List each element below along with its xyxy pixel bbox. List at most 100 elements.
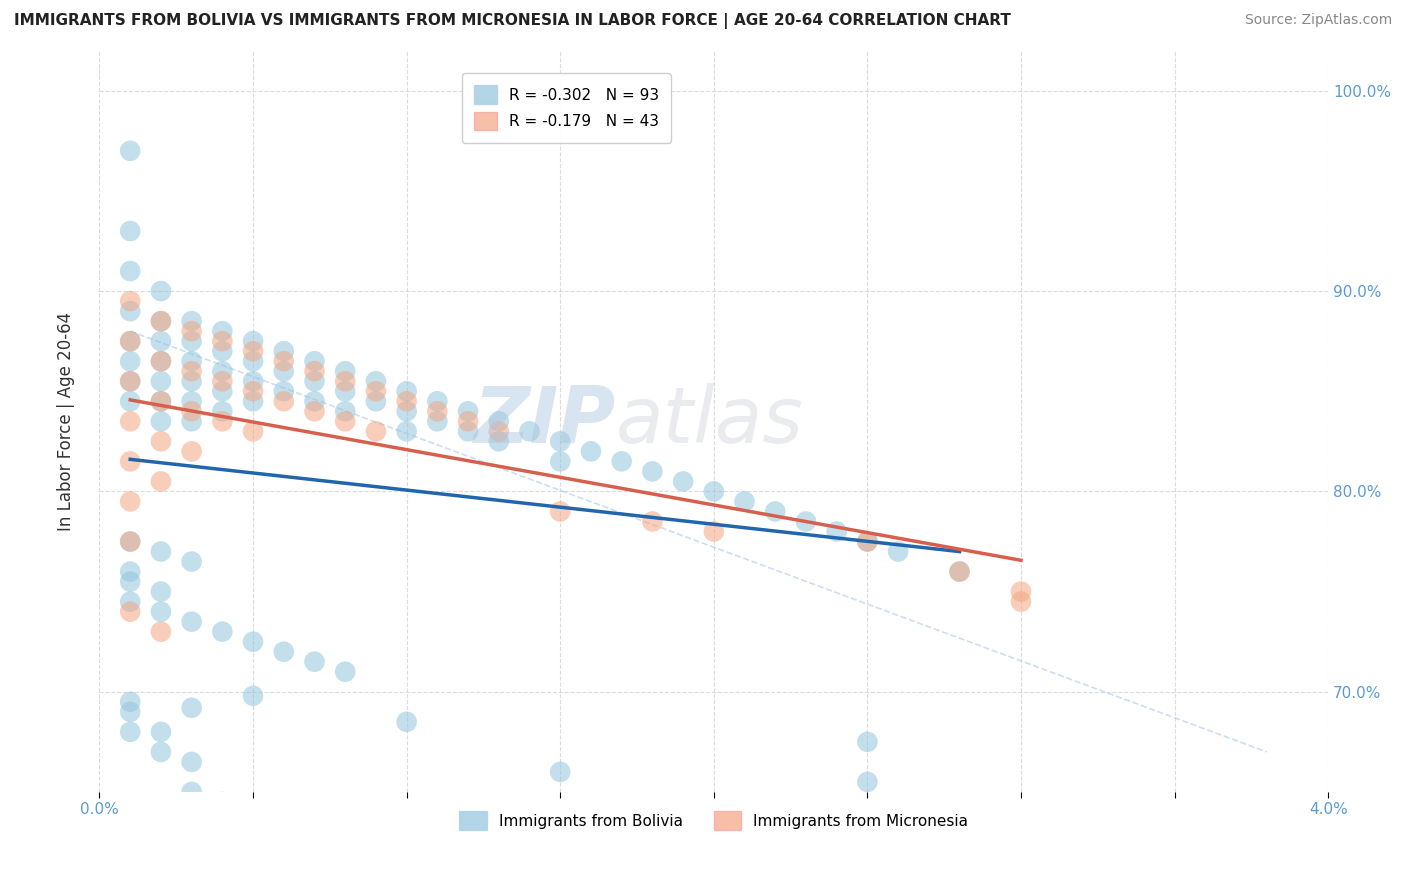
Point [149,354,172,368]
Point [395,384,418,399]
Point [180,324,202,338]
Point [180,444,202,458]
Point [457,414,479,428]
Point [120,334,142,348]
Point [488,414,510,428]
Point [242,689,264,703]
Point [120,294,142,309]
Point [149,374,172,388]
Point [120,705,142,719]
Point [180,701,202,715]
Point [457,425,479,439]
Point [335,384,357,399]
Point [120,534,142,549]
Point [335,665,357,679]
Point [304,364,326,378]
Point [120,494,142,508]
Point [273,354,295,368]
Point [335,374,357,388]
Legend: Immigrants from Bolivia, Immigrants from Micronesia: Immigrants from Bolivia, Immigrants from… [453,805,974,836]
Point [211,334,233,348]
Point [734,494,756,508]
Point [304,354,326,368]
Point [304,394,326,409]
Point [948,565,970,579]
Point [180,394,202,409]
Point [242,634,264,648]
Point [273,394,295,409]
Point [120,565,142,579]
Text: IMMIGRANTS FROM BOLIVIA VS IMMIGRANTS FROM MICRONESIA IN LABOR FORCE | AGE 20-64: IMMIGRANTS FROM BOLIVIA VS IMMIGRANTS FR… [14,13,1011,29]
Point [149,624,172,639]
Point [211,374,233,388]
Point [120,264,142,278]
Point [273,344,295,359]
Point [149,334,172,348]
Text: ZIP: ZIP [474,384,616,459]
Point [180,314,202,328]
Point [364,374,387,388]
Point [1010,584,1032,599]
Point [211,624,233,639]
Point [149,284,172,298]
Point [180,334,202,348]
Text: Source: ZipAtlas.com: Source: ZipAtlas.com [1244,13,1392,28]
Point [703,484,725,499]
Point [364,384,387,399]
Point [211,404,233,418]
Point [120,695,142,709]
Point [887,544,910,558]
Point [180,785,202,799]
Point [548,434,571,449]
Point [211,384,233,399]
Point [457,404,479,418]
Point [304,374,326,388]
Point [211,324,233,338]
Point [120,354,142,368]
Point [703,524,725,539]
Point [610,454,633,468]
Point [242,344,264,359]
Point [120,304,142,318]
Point [242,374,264,388]
Point [548,454,571,468]
Point [120,374,142,388]
Y-axis label: In Labor Force | Age 20-64: In Labor Force | Age 20-64 [58,312,75,531]
Point [120,334,142,348]
Point [672,475,695,489]
Point [304,404,326,418]
Point [120,414,142,428]
Point [856,775,879,789]
Point [579,444,602,458]
Point [120,454,142,468]
Point [149,414,172,428]
Point [273,364,295,378]
Point [120,724,142,739]
Point [763,504,786,518]
Point [548,764,571,779]
Point [120,374,142,388]
Point [641,464,664,478]
Point [149,475,172,489]
Point [242,354,264,368]
Point [395,425,418,439]
Point [488,425,510,439]
Point [120,574,142,589]
Point [211,795,233,809]
Point [548,504,571,518]
Point [180,354,202,368]
Point [149,584,172,599]
Point [180,374,202,388]
Point [180,404,202,418]
Point [120,394,142,409]
Point [395,714,418,729]
Point [335,404,357,418]
Point [856,534,879,549]
Point [149,745,172,759]
Point [180,555,202,569]
Point [149,354,172,368]
Point [149,605,172,619]
Point [180,615,202,629]
Point [364,425,387,439]
Point [794,515,817,529]
